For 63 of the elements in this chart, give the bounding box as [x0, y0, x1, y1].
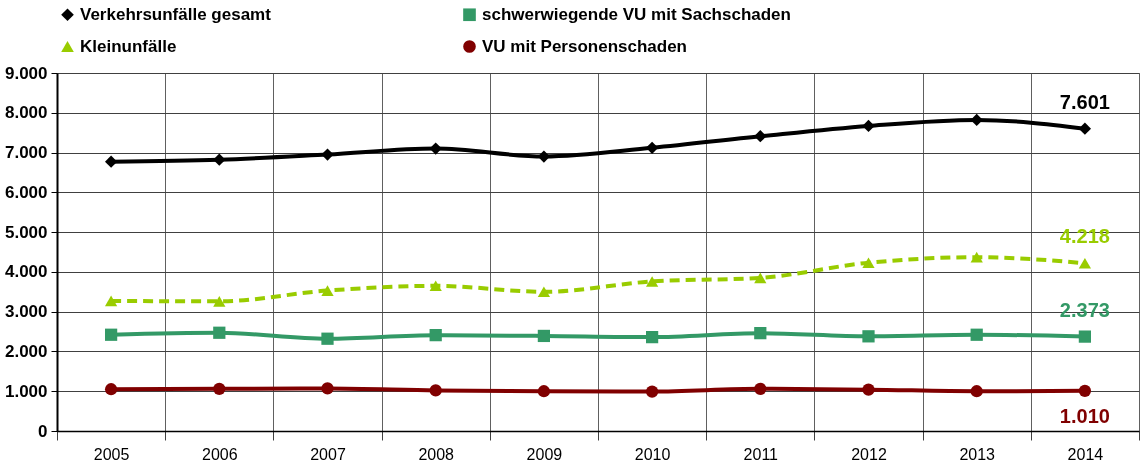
point	[645, 141, 659, 154]
point	[537, 329, 551, 343]
x-tick-label: 2010	[634, 445, 671, 463]
y-tick-label: 5.000	[4, 222, 48, 242]
point	[970, 113, 983, 127]
data-label: 1.010	[1059, 404, 1110, 427]
point	[429, 280, 442, 292]
point	[754, 382, 767, 395]
point	[537, 385, 551, 398]
point	[862, 119, 875, 133]
point	[429, 329, 442, 342]
point	[104, 383, 118, 396]
x-tick-label: 2012	[851, 445, 887, 463]
point	[862, 257, 875, 269]
point	[1078, 384, 1092, 397]
point	[645, 276, 659, 287]
point	[754, 327, 767, 340]
point	[321, 285, 334, 296]
y-tick-label: 6.000	[4, 182, 48, 202]
x-tick-label: 2011	[743, 445, 779, 463]
point	[645, 385, 659, 398]
point	[321, 382, 334, 395]
y-tick-label: 9.000	[4, 63, 48, 83]
legend-label: Verkehrsunfälle gesamt	[80, 4, 272, 24]
x-tick-label: 2009	[526, 445, 563, 463]
y-tick-label: 4.000	[4, 262, 48, 282]
legend-label: schwerwiegende VU mit Sachschaden	[482, 4, 791, 24]
x-tick-label: 2008	[418, 445, 455, 463]
point	[1078, 330, 1092, 343]
point	[1078, 122, 1092, 135]
point	[104, 328, 118, 341]
y-tick-label: 3.000	[4, 302, 48, 322]
point	[213, 382, 226, 395]
point	[862, 330, 875, 343]
point	[213, 326, 226, 339]
y-tick-label: 8.000	[4, 103, 48, 123]
point	[645, 331, 659, 344]
point	[104, 155, 118, 168]
point	[970, 251, 983, 263]
point	[970, 385, 983, 398]
point	[321, 332, 334, 345]
point	[862, 383, 875, 396]
x-tick-label: 2013	[959, 445, 996, 463]
y-tick-label: 1.000	[4, 381, 48, 401]
point	[537, 150, 551, 163]
legend-label: Kleinunfälle	[80, 36, 177, 56]
point	[754, 130, 767, 143]
y-tick-label: 2.000	[4, 341, 48, 361]
x-tick-label: 2014	[1067, 445, 1104, 463]
y-tick-label: 0	[38, 421, 48, 441]
point	[213, 296, 226, 307]
point	[1078, 257, 1092, 269]
point	[537, 286, 551, 298]
x-tick-label: 2006	[202, 445, 238, 463]
x-tick-label: 2005	[93, 445, 130, 463]
data-label: 7.601	[1059, 90, 1110, 113]
y-tick-label: 7.000	[4, 143, 48, 163]
point	[970, 328, 983, 341]
point	[104, 295, 118, 307]
point	[754, 272, 767, 284]
x-tick-label: 2007	[310, 445, 346, 463]
point	[429, 384, 442, 397]
legend-label: VU mit Personenschaden	[482, 36, 688, 56]
